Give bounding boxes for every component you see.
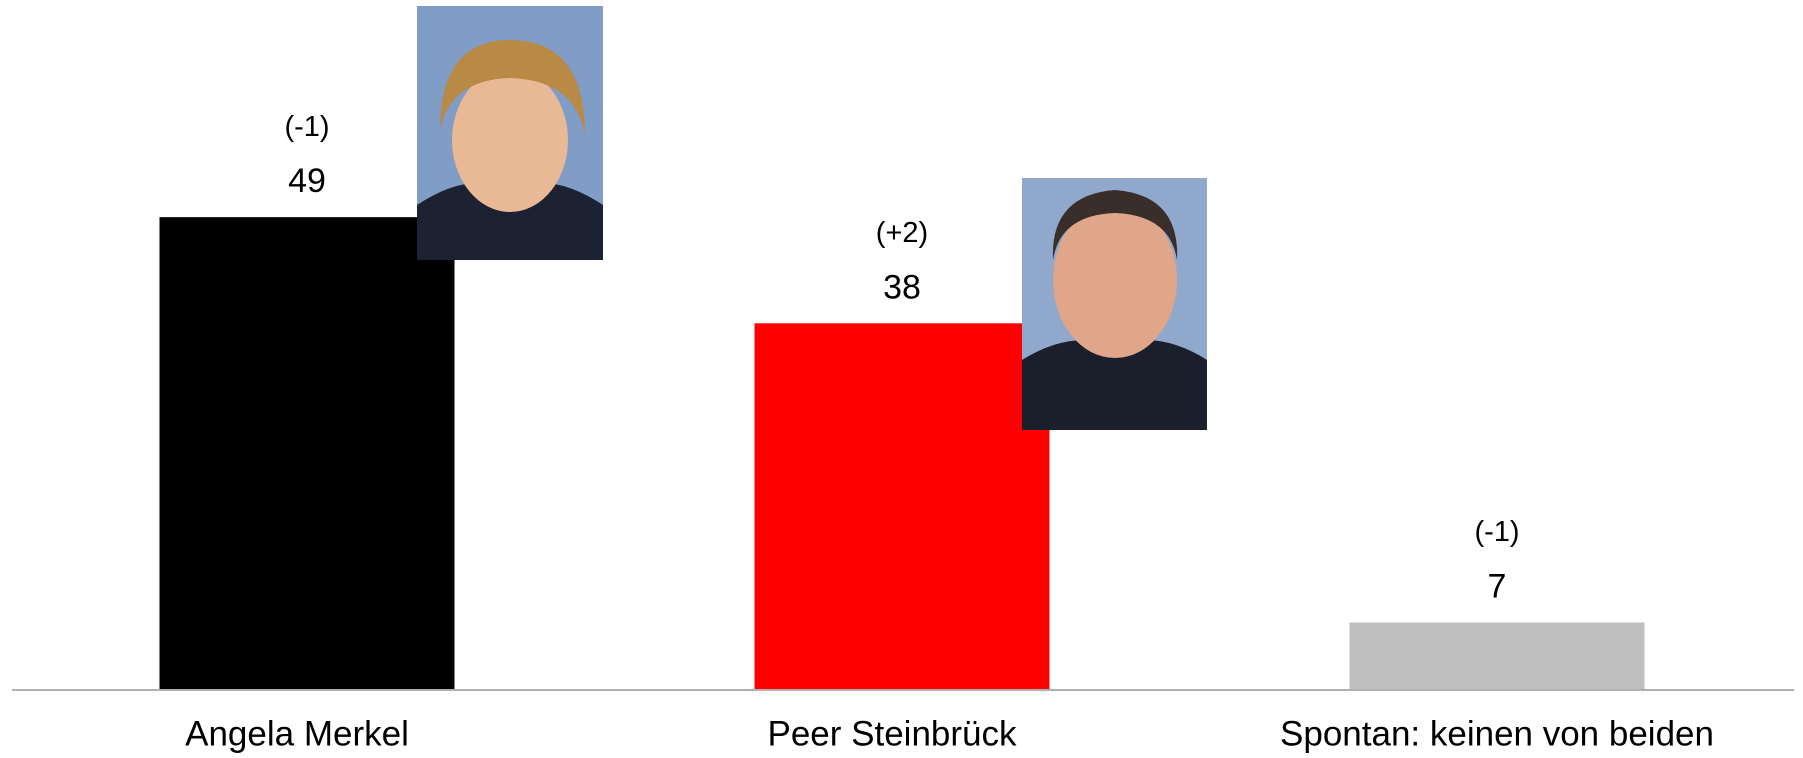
bar [754,323,1050,690]
portrait-merkel [417,6,603,260]
value-label: 7 [1488,567,1507,605]
bar [1349,622,1645,690]
value-label: 38 [883,268,921,306]
portrait-steinbrueck [1022,178,1207,430]
bar [159,217,455,690]
category-label: Peer Steinbrück [767,714,1017,753]
change-label: (+2) [876,217,928,249]
category-label: Spontan: keinen von beiden [1280,714,1714,753]
value-label: 49 [288,162,326,200]
category-label: Angela Merkel [185,714,409,753]
change-label: (-1) [284,111,329,143]
change-label: (-1) [1474,516,1519,548]
